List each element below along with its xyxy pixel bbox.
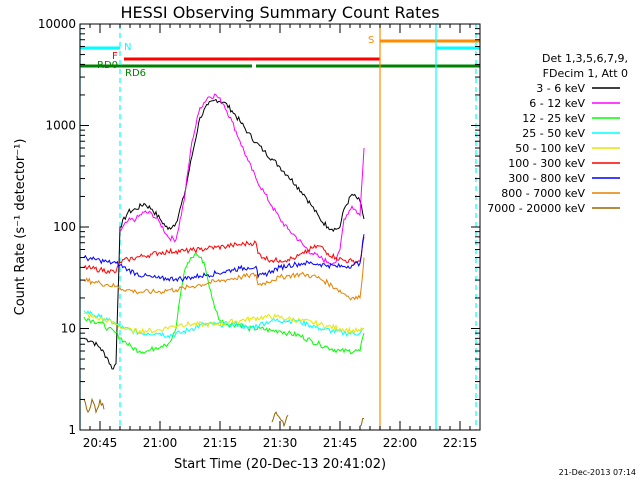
y-axis-label: Count Rate (s⁻¹ detector⁻¹)	[13, 139, 28, 316]
legend-label: 6 - 12 keV	[529, 97, 585, 110]
series-line-6	[83, 234, 365, 283]
x-axis-label: Start Time (20-Dec-13 20:41:02)	[174, 457, 386, 472]
series-line-8	[83, 397, 365, 428]
x-tick-label: 21:15	[203, 436, 238, 450]
flag-label-s: S	[368, 35, 374, 46]
legend: Det 1,3,5,6,7,9, FDecim 1, Att 0 3 - 6 k…	[487, 52, 628, 215]
footer-timestamp: 21-Dec-2013 07:14	[559, 468, 636, 477]
series-line-7	[83, 257, 365, 301]
y-tick-label: 10000	[38, 17, 76, 31]
y-tick-label: 1	[68, 423, 76, 437]
legend-label: 12 - 25 keV	[522, 112, 585, 125]
series-layer	[83, 93, 365, 428]
y-axis-ticks: 1 10 100 1000 10000	[38, 17, 480, 437]
x-tick-label: 20:45	[83, 436, 118, 450]
x-tick-label: 21:45	[323, 436, 358, 450]
flag-bars-layer: NF S RD0 RD6	[80, 35, 480, 79]
legend-label: 800 - 7000 keV	[501, 187, 585, 200]
x-tick-label: 22:00	[383, 436, 418, 450]
legend-label: 300 - 800 keV	[508, 172, 585, 185]
flag-label-f: F	[112, 51, 118, 62]
legend-label: 100 - 300 keV	[508, 157, 585, 170]
legend-header-2: FDecim 1, Att 0	[543, 67, 628, 80]
series-line-5	[83, 236, 365, 274]
flag-label-rd0: RD0	[97, 60, 118, 71]
x-axis-ticks: 20:45 21:00 21:15 21:30 21:45 22:00 22:15	[79, 24, 481, 450]
legend-header-1: Det 1,3,5,6,7,9,	[542, 52, 628, 65]
series-line-4	[83, 312, 365, 335]
vertical-markers-layer	[79, 24, 477, 430]
flag-label-rd6: RD6	[125, 68, 146, 79]
legend-label: 25 - 50 keV	[522, 127, 585, 140]
plot-frame	[79, 23, 481, 431]
y-tick-label: 100	[53, 220, 76, 234]
chart-title: HESSI Observing Summary Count Rates	[120, 3, 439, 22]
legend-label: 3 - 6 keV	[536, 82, 585, 95]
y-tick-label: 10	[61, 322, 76, 336]
x-tick-label: 22:15	[443, 436, 478, 450]
legend-label: 50 - 100 keV	[515, 142, 585, 155]
x-tick-label: 21:30	[263, 436, 298, 450]
series-line-1	[119, 93, 365, 266]
legend-label: 7000 - 20000 keV	[487, 202, 585, 215]
series-line-0	[83, 98, 365, 370]
y-tick-label: 1000	[45, 119, 76, 133]
flag-label-n: N	[124, 42, 131, 53]
x-tick-label: 21:00	[143, 436, 178, 450]
